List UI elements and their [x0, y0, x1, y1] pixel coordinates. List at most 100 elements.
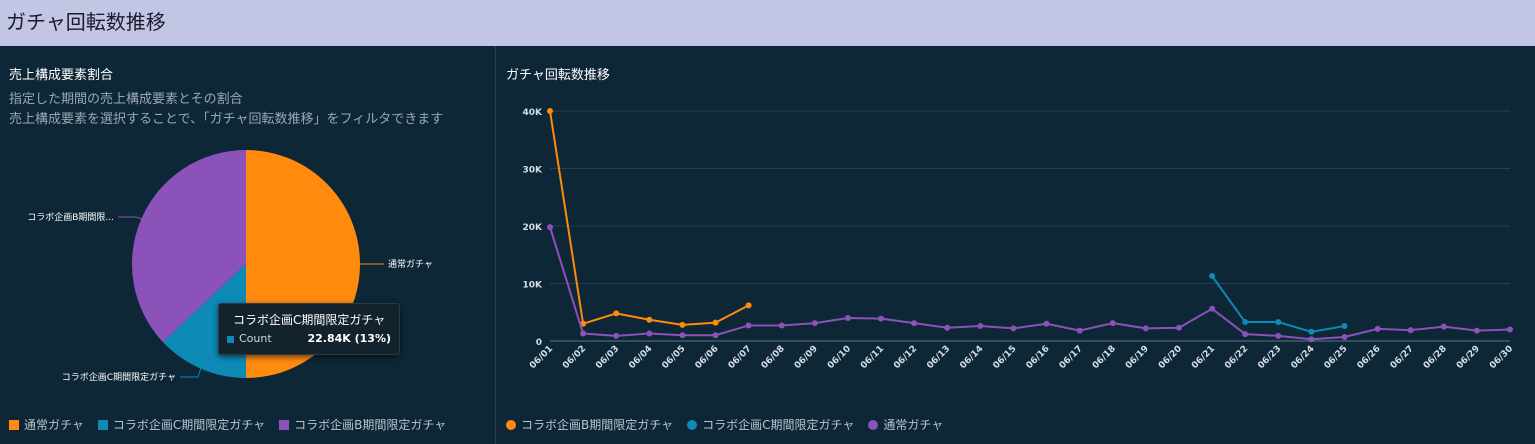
pie-legend-item[interactable]: 通常ガチャ	[9, 416, 84, 433]
data-point[interactable]	[712, 319, 719, 326]
data-point[interactable]	[679, 332, 686, 339]
x-tick-label: 06/04	[627, 344, 654, 371]
x-tick-label: 06/05	[660, 344, 687, 371]
data-point[interactable]	[944, 324, 951, 331]
data-point[interactable]	[547, 108, 553, 114]
line-legend-item[interactable]: 通常ガチャ	[868, 416, 943, 433]
legend-swatch	[97, 419, 108, 430]
y-tick-label: 20K	[523, 223, 544, 233]
data-point[interactable]	[580, 330, 587, 337]
panel-divider	[495, 46, 496, 444]
data-point[interactable]	[712, 332, 719, 339]
pie-panel: 売上構成要素割合 指定した期間の売上構成要素とその割合 売上構成要素を選択するこ…	[0, 46, 495, 444]
legend-dot	[687, 419, 698, 430]
data-point[interactable]	[745, 302, 752, 309]
data-point[interactable]	[1242, 331, 1249, 338]
pie-label-line	[118, 216, 142, 220]
x-tick-label: 06/24	[1289, 344, 1316, 371]
data-point[interactable]	[811, 320, 818, 327]
legend-dot	[506, 419, 516, 430]
y-tick-label: 40K	[523, 108, 544, 118]
data-point[interactable]	[1308, 336, 1315, 343]
series-line	[549, 226, 1511, 341]
x-tick-label: 06/09	[793, 344, 820, 371]
legend-label: 通常ガチャ	[883, 418, 944, 432]
data-point[interactable]	[1209, 305, 1216, 312]
data-point[interactable]	[1275, 332, 1282, 339]
data-point[interactable]	[1473, 327, 1480, 334]
data-point[interactable]	[1407, 327, 1414, 334]
data-point[interactable]	[679, 321, 686, 328]
pie-panel-title: 売上構成要素割合	[9, 68, 114, 83]
x-tick-label: 06/19	[1124, 344, 1151, 371]
legend-label: コラボ企画C期間限定ガチャ	[112, 418, 266, 432]
tooltip-title: コラボ企画C期間限定ガチャ	[233, 313, 386, 327]
data-point[interactable]	[745, 322, 752, 329]
tooltip-swatch	[227, 336, 234, 343]
data-point[interactable]	[911, 320, 918, 327]
data-point[interactable]	[1076, 327, 1083, 334]
legend-label: コラボ企画C期間限定ガチャ	[702, 418, 855, 432]
data-point[interactable]	[580, 320, 587, 327]
x-tick-label: 06/28	[1422, 344, 1449, 371]
line-legend-item[interactable]: コラボ企画C期間限定ガチャ	[687, 416, 854, 433]
x-tick-label: 06/11	[859, 344, 886, 371]
x-tick-label: 06/12	[892, 344, 919, 371]
y-tick-label: 0	[536, 338, 542, 348]
data-point[interactable]	[613, 310, 620, 317]
y-tick-label: 10K	[523, 281, 544, 291]
x-tick-label: 06/13	[925, 344, 952, 371]
pie-legend: 通常ガチャ コラボ企画C期間限定ガチャ コラボ企画B期間限定ガチャ	[9, 416, 446, 433]
data-point[interactable]	[1010, 325, 1017, 332]
legend-dot	[868, 419, 879, 430]
data-point[interactable]	[547, 224, 553, 231]
data-point[interactable]	[1341, 323, 1348, 330]
legend-label: コラボ企画B期間限定ガチャ	[521, 418, 674, 432]
data-point[interactable]	[878, 315, 885, 322]
x-tick-label: 06/03	[594, 344, 621, 371]
x-tick-label: 06/21	[1190, 344, 1217, 371]
x-tick-label: 06/02	[561, 344, 588, 371]
x-tick-label: 06/08	[760, 344, 787, 371]
pie-chart[interactable]: 通常ガチャコラボ企画C期間限定ガチャコラボ企画B期間限...	[0, 46, 495, 444]
data-point[interactable]	[1275, 319, 1282, 326]
data-point[interactable]	[1308, 328, 1315, 335]
line-legend-item[interactable]: コラボ企画B期間限定ガチャ	[506, 416, 673, 433]
data-point[interactable]	[1242, 319, 1249, 326]
data-point[interactable]	[646, 330, 653, 337]
x-tick-label: 06/29	[1455, 344, 1482, 371]
data-point[interactable]	[1507, 326, 1513, 333]
x-tick-label: 06/06	[694, 344, 721, 371]
x-tick-label: 06/15	[991, 344, 1018, 371]
pie-panel-description-2: 売上構成要素を選択することで、「ガチャ回転数推移」をフィルタできます	[9, 112, 444, 127]
data-point[interactable]	[1142, 325, 1149, 332]
line-chart[interactable]: 0 10K 20K 30K 40K 06/01 06/02 06/03 06/04 06/05 06…	[496, 46, 1535, 444]
pie-tooltip: コラボ企画C期間限定ガチャ Count 22.84K (13%)	[218, 303, 400, 355]
legend-label: コラボ企画B期間限定ガチャ	[294, 418, 447, 432]
x-tick-label: 06/26	[1356, 344, 1383, 371]
data-point[interactable]	[1440, 323, 1447, 330]
x-tick-label: 06/23	[1256, 344, 1283, 371]
data-point[interactable]	[778, 322, 785, 329]
x-tick-label: 06/20	[1157, 344, 1184, 371]
data-point[interactable]	[646, 316, 653, 323]
pie-legend-item[interactable]: コラボ企画B期間限定ガチャ	[279, 416, 446, 433]
x-tick-label: 06/30	[1488, 344, 1515, 371]
x-tick-label: 06/25	[1322, 344, 1349, 371]
data-point[interactable]	[844, 315, 851, 321]
pie-label-line	[180, 368, 202, 378]
data-point[interactable]	[1341, 333, 1348, 340]
data-point[interactable]	[977, 323, 984, 330]
data-point[interactable]	[1374, 325, 1381, 332]
data-point[interactable]	[1043, 320, 1050, 327]
data-point[interactable]	[1209, 273, 1216, 280]
pie-legend-item[interactable]: コラボ企画C期間限定ガチャ	[97, 416, 266, 433]
pie-slice[interactable]	[132, 150, 246, 343]
top-bar: ガチャ回転数推移	[0, 0, 1535, 46]
page-title: ガチャ回転数推移	[6, 10, 166, 34]
x-tick-label: 06/22	[1223, 344, 1250, 371]
data-point[interactable]	[1175, 324, 1182, 331]
data-point[interactable]	[1109, 320, 1116, 327]
data-point[interactable]	[613, 332, 620, 339]
x-tick-label: 06/07	[727, 344, 754, 371]
